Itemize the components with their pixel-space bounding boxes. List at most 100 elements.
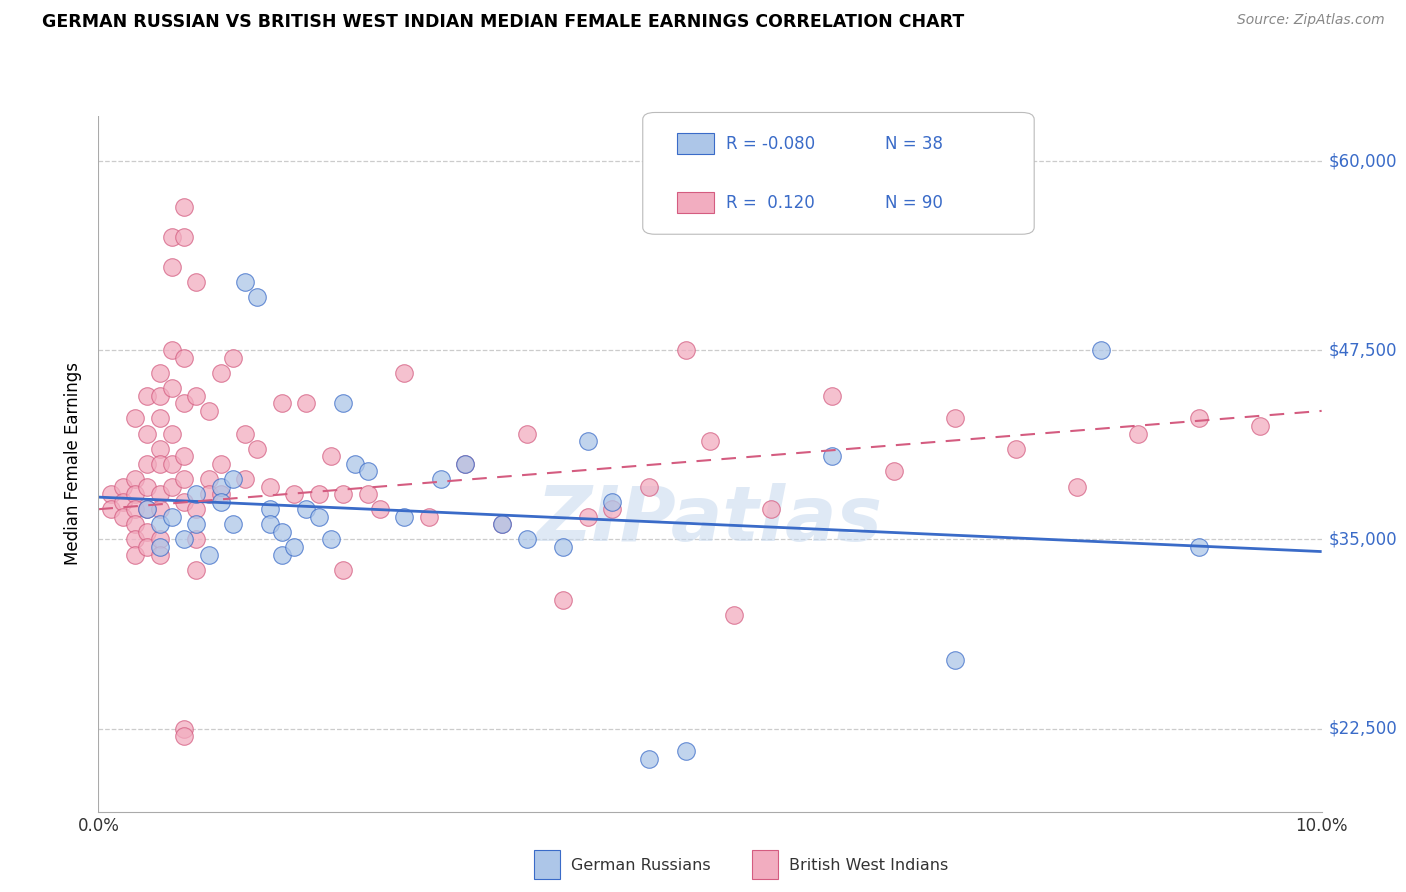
Point [943, 653, 966, 667]
Text: British West Indians: British West Indians [789, 858, 948, 872]
Point [124, 487, 146, 501]
Point [186, 502, 208, 516]
Point [283, 540, 305, 554]
Point [173, 396, 195, 410]
Point [160, 381, 183, 395]
Point [209, 457, 232, 471]
Point [149, 487, 172, 501]
Point [516, 533, 538, 547]
Point [553, 593, 575, 607]
Point [259, 517, 281, 532]
Text: $47,500: $47,500 [1329, 342, 1398, 359]
Point [149, 457, 172, 471]
Point [160, 343, 183, 358]
Point [332, 487, 354, 501]
Point [149, 540, 172, 554]
Point [149, 502, 172, 516]
Point [124, 502, 146, 516]
Point [124, 533, 146, 547]
Text: N = 90: N = 90 [884, 194, 943, 212]
Point [491, 517, 513, 532]
Point [136, 457, 159, 471]
Point [270, 524, 292, 539]
Point [1128, 426, 1150, 441]
Point [149, 442, 172, 456]
Bar [678, 193, 714, 213]
Point [186, 563, 208, 577]
Point [160, 457, 183, 471]
Point [136, 502, 159, 516]
Point [576, 509, 599, 524]
Point [100, 502, 122, 516]
Point [454, 457, 477, 471]
Point [197, 404, 219, 418]
Point [209, 366, 232, 380]
Point [124, 472, 146, 486]
Point [270, 396, 292, 410]
Point [233, 472, 256, 486]
Point [883, 464, 905, 478]
Point [209, 487, 232, 501]
Point [111, 509, 134, 524]
Point [186, 517, 208, 532]
Point [124, 517, 146, 532]
Point [1066, 479, 1088, 493]
Point [600, 494, 623, 508]
Point [124, 411, 146, 425]
Point [1188, 540, 1211, 554]
Point [553, 540, 575, 554]
Point [759, 502, 782, 516]
Point [186, 389, 208, 403]
Point [516, 426, 538, 441]
Text: $22,500: $22,500 [1329, 720, 1398, 738]
Point [1090, 343, 1112, 358]
Point [160, 509, 183, 524]
Point [356, 464, 378, 478]
Point [637, 752, 661, 766]
Point [699, 434, 721, 449]
Point [821, 389, 844, 403]
Point [430, 472, 453, 486]
Point [259, 479, 281, 493]
Point [136, 502, 159, 516]
Point [173, 722, 195, 736]
Text: GERMAN RUSSIAN VS BRITISH WEST INDIAN MEDIAN FEMALE EARNINGS CORRELATION CHART: GERMAN RUSSIAN VS BRITISH WEST INDIAN ME… [42, 13, 965, 31]
Point [821, 450, 844, 464]
Point [1249, 419, 1271, 434]
Bar [678, 134, 714, 154]
Point [319, 533, 342, 547]
Y-axis label: Median Female Earnings: Median Female Earnings [65, 362, 83, 566]
Text: Source: ZipAtlas.com: Source: ZipAtlas.com [1237, 13, 1385, 28]
Point [111, 494, 134, 508]
Point [392, 366, 416, 380]
Point [1004, 442, 1026, 456]
Point [149, 533, 172, 547]
Point [209, 479, 232, 493]
Point [136, 524, 159, 539]
Point [246, 290, 269, 304]
Text: $35,000: $35,000 [1329, 531, 1398, 549]
Point [173, 230, 195, 244]
Point [222, 472, 245, 486]
Point [222, 517, 245, 532]
Point [173, 472, 195, 486]
Point [136, 426, 159, 441]
Point [418, 509, 440, 524]
Point [723, 608, 745, 623]
Text: $60,000: $60,000 [1329, 153, 1398, 170]
Point [149, 548, 172, 562]
Point [186, 276, 208, 290]
Point [186, 487, 208, 501]
Point [100, 487, 122, 501]
Point [491, 517, 513, 532]
Point [308, 487, 330, 501]
Point [319, 450, 342, 464]
Point [149, 389, 172, 403]
Text: R = -0.080: R = -0.080 [725, 135, 815, 153]
Point [270, 548, 292, 562]
Point [283, 487, 305, 501]
Point [149, 411, 172, 425]
Point [368, 502, 391, 516]
Point [136, 540, 159, 554]
Point [136, 479, 159, 493]
